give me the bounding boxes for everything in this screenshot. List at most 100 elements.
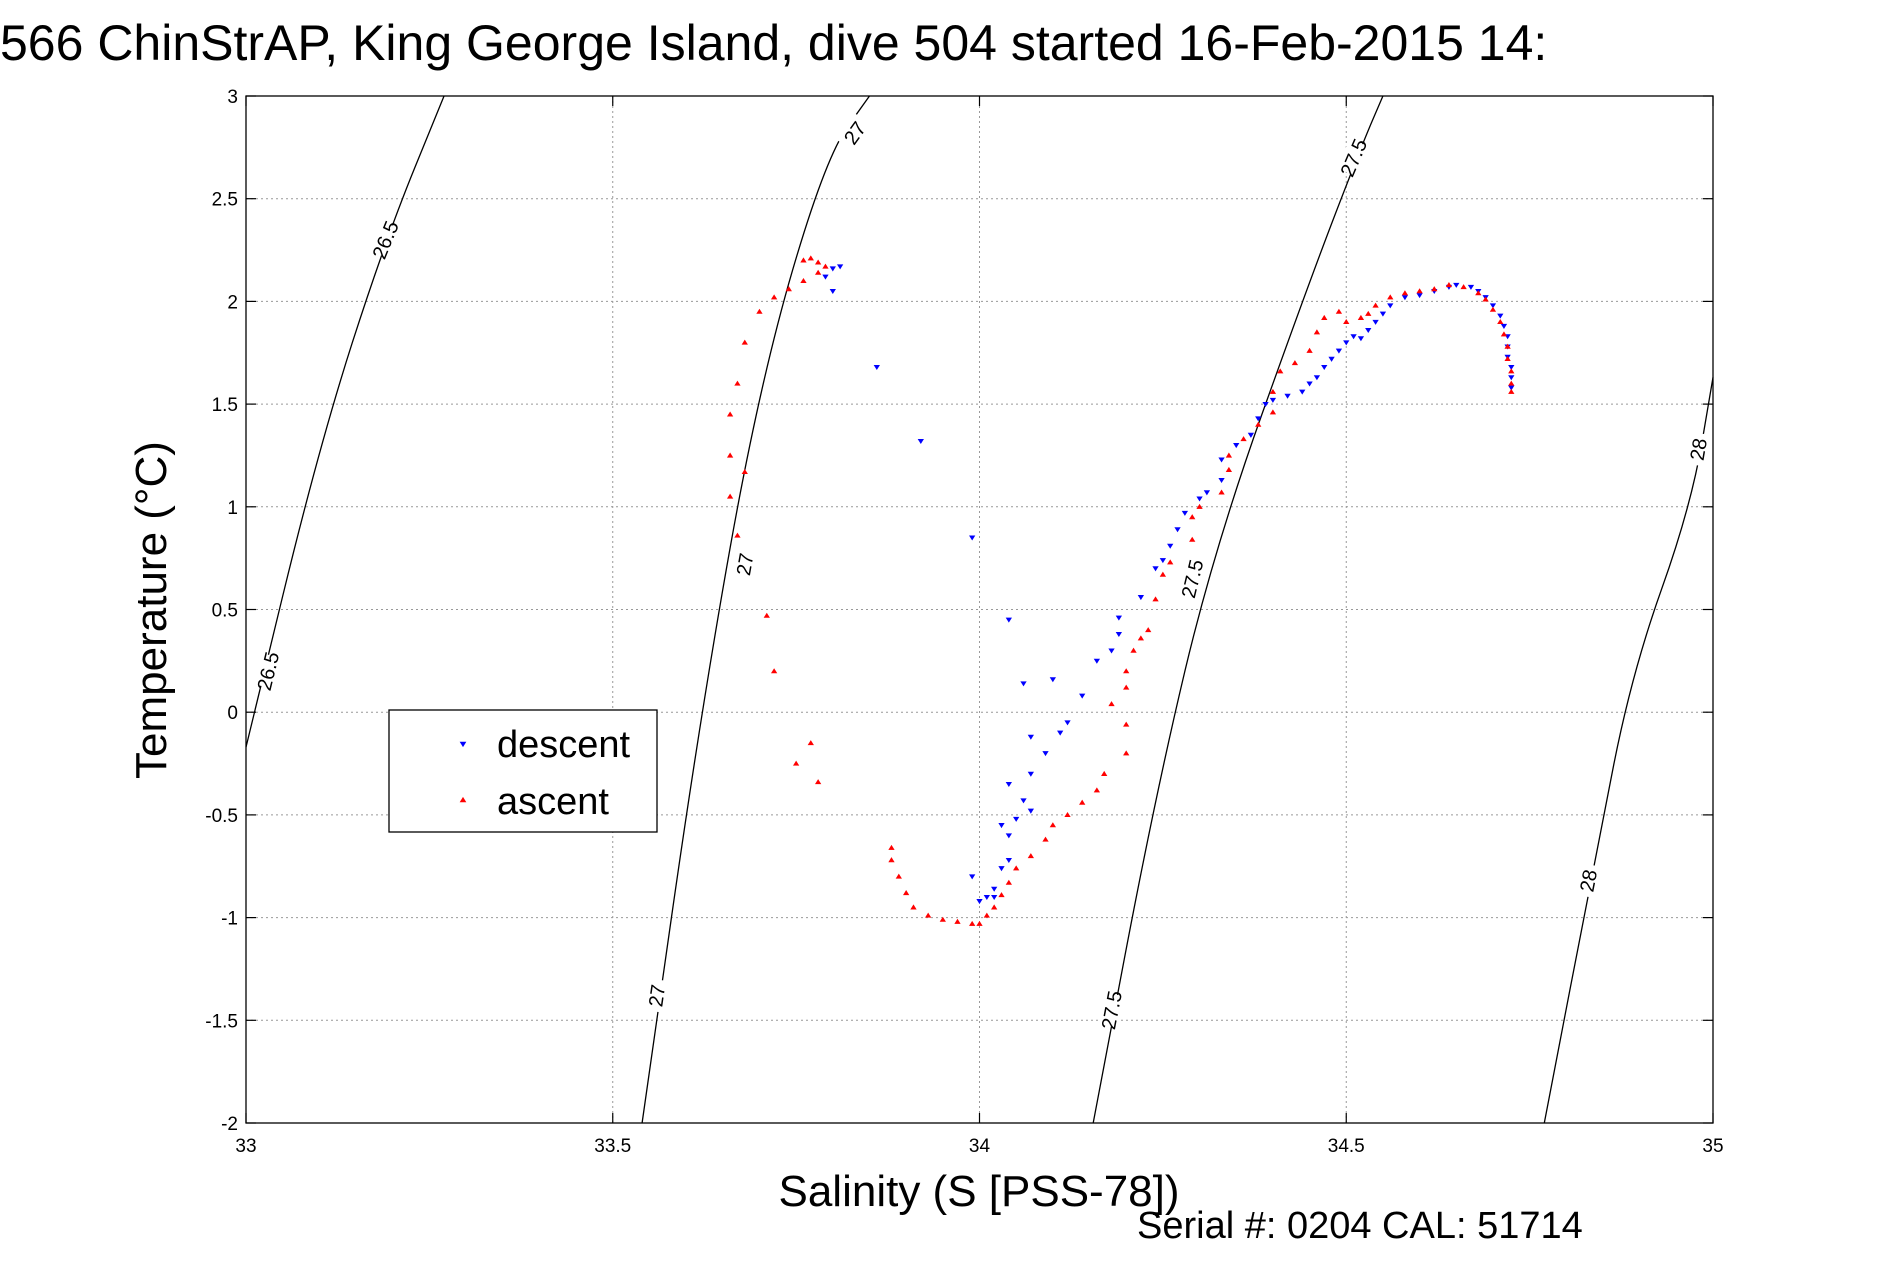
data-point-ascent xyxy=(800,277,807,283)
data-point-ascent xyxy=(1335,308,1343,314)
isopycnal-label: 27.5 xyxy=(1178,557,1208,600)
isopycnal-label-bg xyxy=(1574,862,1603,899)
data-point-ascent xyxy=(1145,627,1152,633)
data-point-ascent xyxy=(1357,314,1365,320)
data-point-ascent xyxy=(1042,836,1049,842)
data-point-ascent xyxy=(1372,302,1379,308)
data-point-ascent xyxy=(814,269,822,275)
data-point-descent xyxy=(998,866,1005,872)
data-point-descent xyxy=(1379,311,1387,317)
data-point-descent xyxy=(1027,734,1034,740)
data-point-descent xyxy=(1328,356,1335,362)
data-point-descent xyxy=(976,899,983,905)
data-point-ascent xyxy=(741,468,748,475)
data-point-descent xyxy=(1269,397,1277,403)
data-point-ascent xyxy=(814,779,822,785)
isopycnal-label: 27.5 xyxy=(1337,136,1373,180)
data-point-ascent xyxy=(822,263,829,269)
data-point-ascent xyxy=(895,873,902,879)
grid-lines xyxy=(246,96,1713,1123)
data-point-descent xyxy=(1049,677,1056,683)
data-point-ascent xyxy=(1005,879,1012,885)
data-point-ascent xyxy=(991,904,998,910)
data-point-ascent xyxy=(1189,514,1196,520)
data-point-descent xyxy=(1005,857,1012,863)
y-tick-label: -1.5 xyxy=(205,1011,238,1032)
data-points xyxy=(726,255,1515,926)
data-point-ascent xyxy=(1482,296,1489,302)
data-point-ascent xyxy=(1123,750,1130,756)
isopycnal-label-bg xyxy=(253,652,283,690)
data-point-descent xyxy=(1027,808,1034,814)
data-point-descent xyxy=(822,274,829,280)
data-point-ascent xyxy=(726,411,734,417)
data-point-ascent xyxy=(1218,489,1225,495)
data-point-ascent xyxy=(1255,421,1262,427)
isopycnal-27.5 xyxy=(1092,95,1384,1124)
data-point-ascent xyxy=(1196,503,1203,509)
data-point-ascent xyxy=(1489,306,1497,312)
data-point-descent xyxy=(983,894,990,900)
chart-title: 566 ChinStrAP, King George Island, dive … xyxy=(0,15,1547,71)
data-point-ascent xyxy=(1240,436,1247,442)
data-point-ascent xyxy=(1189,536,1196,542)
data-point-ascent xyxy=(1152,596,1159,602)
data-point-ascent xyxy=(1504,356,1511,362)
data-point-ascent xyxy=(1225,452,1233,458)
data-point-ascent xyxy=(1291,360,1299,366)
isopycnal-label: 28 xyxy=(1576,868,1602,894)
data-point-ascent xyxy=(1225,466,1233,472)
legend-marker-ascent xyxy=(459,796,467,803)
data-point-ascent xyxy=(807,740,814,746)
data-point-ascent xyxy=(910,904,917,910)
data-point-descent xyxy=(1020,681,1027,687)
data-point-ascent xyxy=(888,857,895,863)
data-point-ascent xyxy=(1123,684,1130,690)
legend-label-descent: descent xyxy=(497,724,631,766)
data-point-ascent xyxy=(1123,721,1130,727)
data-point-descent xyxy=(1233,443,1240,449)
data-point-ascent xyxy=(756,308,763,314)
data-point-descent xyxy=(829,266,836,272)
data-point-descent xyxy=(1321,365,1328,371)
data-point-descent xyxy=(1467,284,1475,290)
isopycnal-label-bg xyxy=(1097,992,1126,1028)
data-point-ascent xyxy=(954,918,961,924)
data-point-descent xyxy=(1115,615,1123,621)
data-point-descent xyxy=(1218,477,1225,484)
data-point-ascent xyxy=(1064,811,1071,818)
x-tick-label: 35 xyxy=(1702,1136,1723,1157)
data-point-descent xyxy=(1500,323,1508,329)
data-point-descent xyxy=(1343,340,1350,346)
data-point-descent xyxy=(1372,319,1379,325)
data-point-descent xyxy=(1159,558,1167,564)
data-point-descent xyxy=(1079,693,1086,699)
data-point-descent xyxy=(1416,293,1423,299)
data-point-ascent xyxy=(814,259,822,265)
data-point-descent xyxy=(1057,730,1064,736)
x-tick-label: 34.5 xyxy=(1328,1136,1365,1157)
data-point-ascent xyxy=(1159,571,1167,577)
x-tick-label: 33.5 xyxy=(594,1136,631,1157)
isopycnal-label-bg xyxy=(1177,560,1207,597)
y-tick-label: 3 xyxy=(227,87,238,108)
isopycnal-28 xyxy=(1543,377,1714,1124)
data-point-descent xyxy=(969,874,976,880)
y-tick-label: 0.5 xyxy=(212,601,238,622)
data-point-descent xyxy=(1313,375,1321,381)
data-point-descent xyxy=(1357,336,1365,342)
data-point-ascent xyxy=(1431,286,1438,292)
data-point-ascent xyxy=(1508,380,1515,386)
data-point-descent xyxy=(1196,496,1203,502)
data-point-descent xyxy=(1093,658,1101,664)
isopycnal-label-bg xyxy=(836,113,874,153)
isopycnal-26.5 xyxy=(245,95,445,748)
data-point-descent xyxy=(1115,632,1123,638)
data-point-ascent xyxy=(1101,770,1108,776)
isopycnal-label-bg xyxy=(643,978,670,1014)
isopycnal-label-bg xyxy=(369,220,402,259)
data-point-ascent xyxy=(976,920,983,926)
data-point-ascent xyxy=(800,257,807,263)
data-point-ascent xyxy=(785,286,792,292)
